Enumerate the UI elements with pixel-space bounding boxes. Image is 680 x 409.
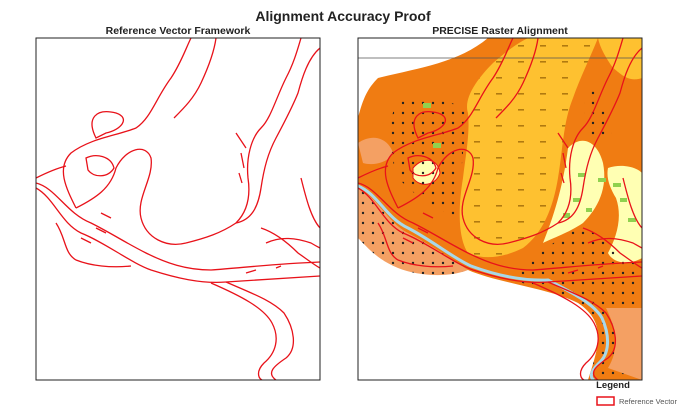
legend-title: Legend bbox=[596, 380, 630, 391]
raster-panel bbox=[357, 37, 643, 381]
legend-label: Reference Vector bbox=[619, 397, 677, 406]
figure-title: Alignment Accuracy Proof bbox=[255, 8, 431, 24]
panel-title: PRECISE Raster Alignment bbox=[432, 25, 568, 37]
panel-title: Reference Vector Framework bbox=[106, 25, 251, 37]
vector-panel bbox=[35, 37, 321, 381]
legend-swatch bbox=[596, 396, 615, 406]
